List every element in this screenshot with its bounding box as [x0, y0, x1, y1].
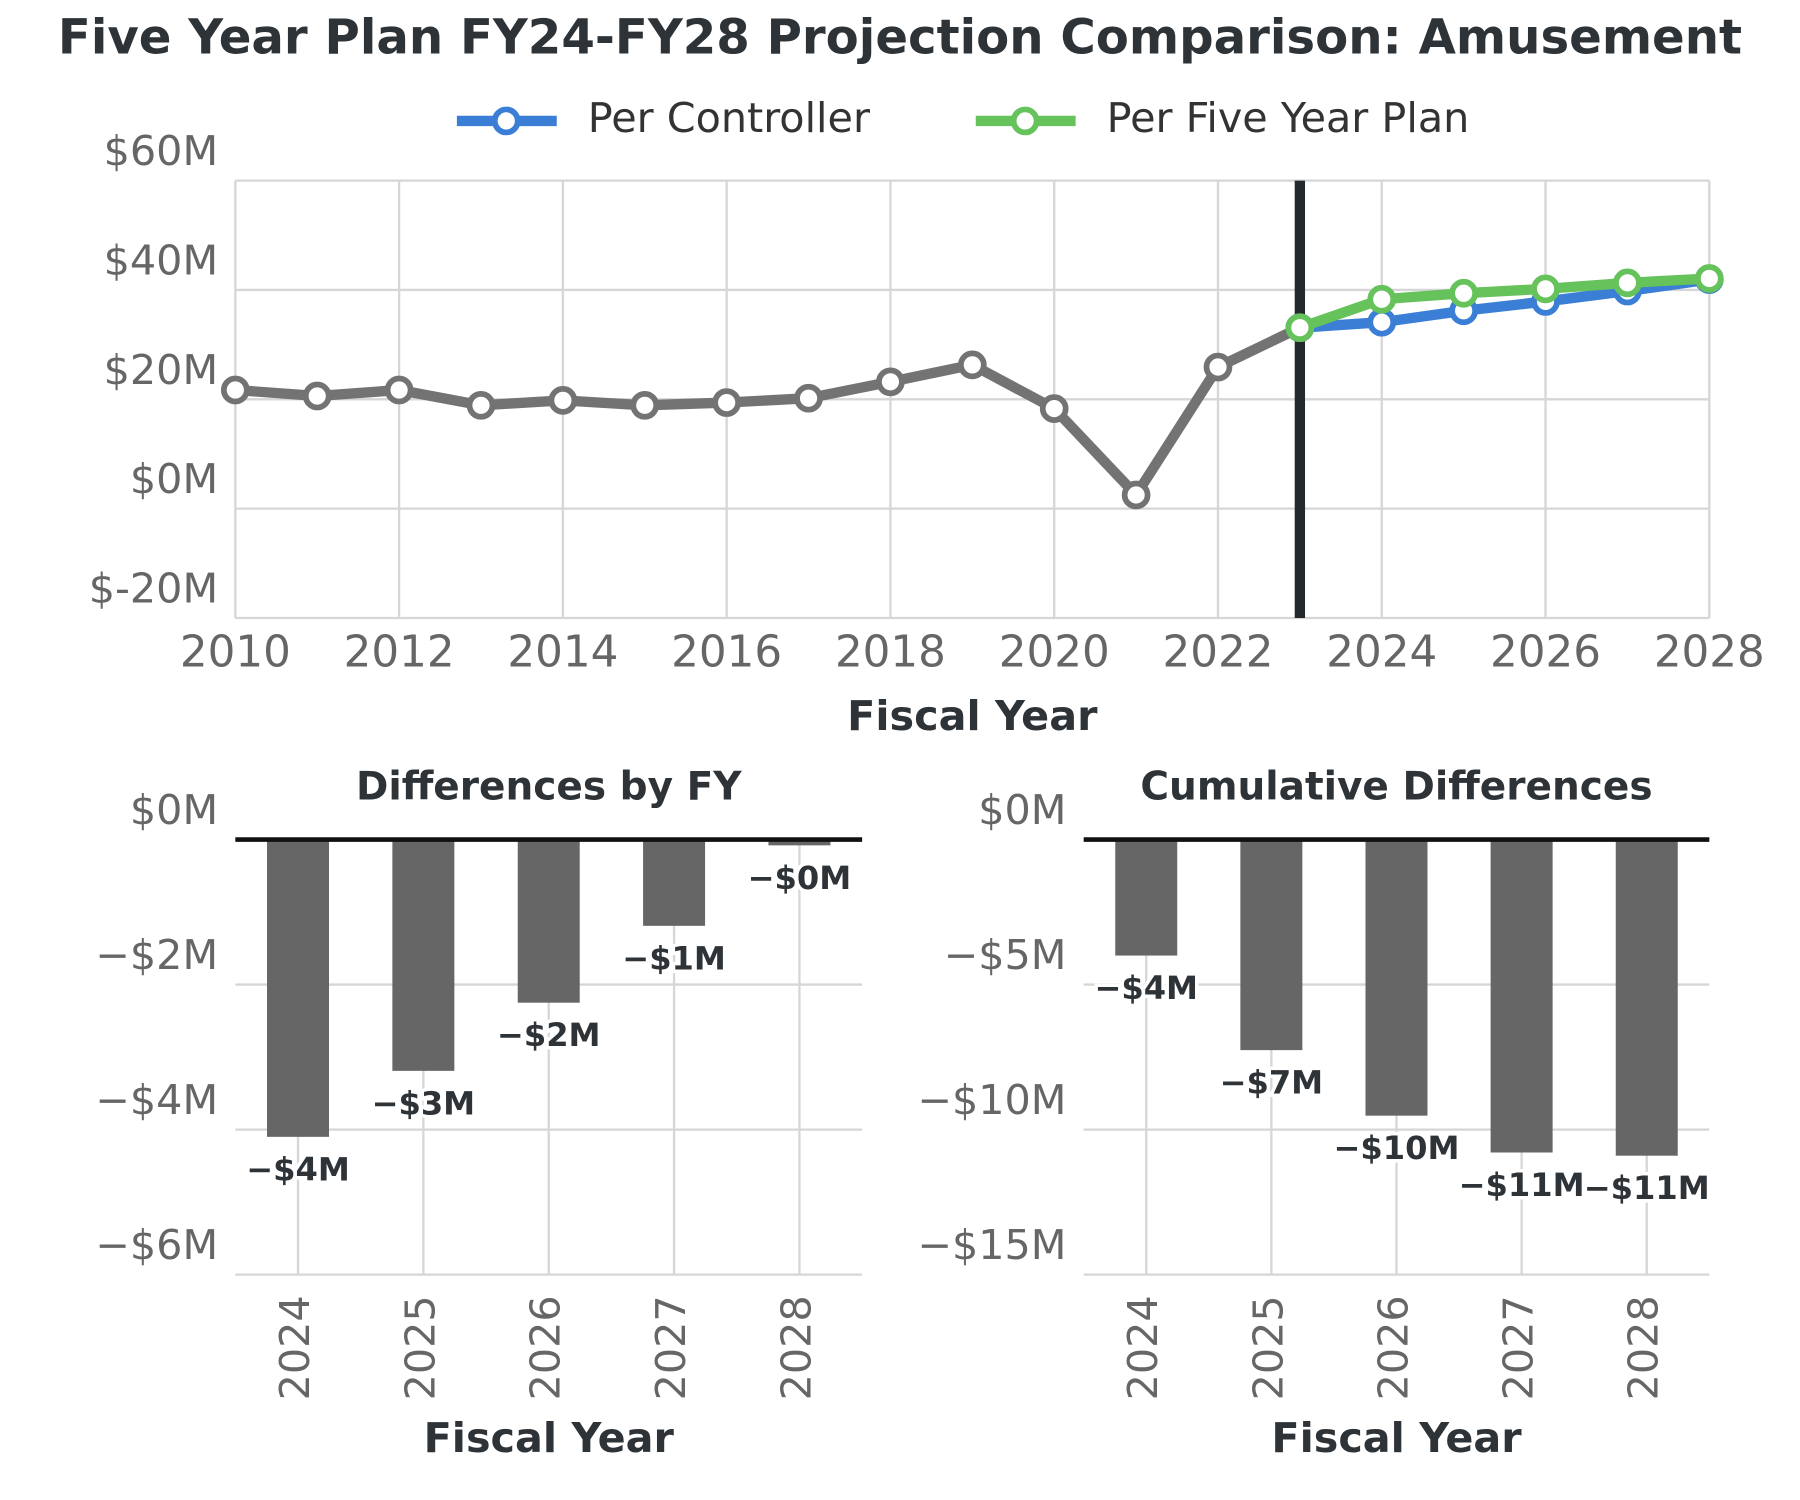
y-tick-label: $0M [130, 786, 218, 834]
x-tick-label: 2020 [999, 628, 1110, 678]
legend-marker [1010, 106, 1040, 136]
figure-title: Five Year Plan FY24-FY28 Projection Comp… [58, 10, 1742, 66]
legend-label: Per Controller [588, 94, 870, 142]
x-tick-label: 2026 [522, 1295, 570, 1400]
point [1613, 268, 1642, 298]
point [1203, 352, 1233, 382]
x-tick-label: 2025 [1244, 1295, 1292, 1400]
bar [643, 839, 706, 926]
point [876, 367, 905, 397]
x-tick-label: 2014 [507, 628, 618, 678]
bar [1615, 839, 1678, 1156]
value-label: −$10M [1334, 1129, 1460, 1167]
bar [267, 839, 330, 1137]
x-tick-label: 2024 [1119, 1295, 1167, 1400]
x-tick-label: 2025 [396, 1295, 444, 1400]
bar [768, 839, 831, 846]
x-tick-label: 2026 [1369, 1295, 1417, 1400]
value-label: −$11M [1459, 1166, 1585, 1204]
value-label: −$11M [1584, 1169, 1710, 1207]
value-label: −$1M [622, 939, 726, 977]
y-tick-label: $-20M [89, 565, 218, 613]
value-label: −$3M [372, 1084, 476, 1122]
legend-marker [491, 106, 521, 136]
x-tick-label: 2018 [835, 628, 946, 678]
series-line [234, 323, 1303, 501]
value-label: −$4M [1094, 969, 1198, 1007]
y-tick-label: −$10M [917, 1076, 1066, 1124]
x-tick-label: 2028 [772, 1295, 820, 1400]
point [794, 383, 823, 413]
point [712, 388, 742, 417]
point [1367, 307, 1397, 337]
point [548, 386, 578, 415]
point [630, 390, 660, 420]
x-axis-title: Fiscal Year [424, 1414, 675, 1462]
y-tick-label: $20M [104, 346, 219, 394]
x-tick-label: 2024 [271, 1295, 319, 1400]
x-tick-label: 2010 [180, 628, 291, 678]
bar [1115, 839, 1178, 956]
x-tick-label: 2027 [1495, 1295, 1543, 1400]
x-tick-label: 2016 [671, 628, 782, 678]
x-axis-title: Fiscal Year [1271, 1414, 1522, 1462]
y-tick-label: $0M [130, 455, 218, 503]
value-label: −$7M [1220, 1064, 1324, 1102]
value-label: −$0M [748, 859, 852, 897]
x-tick-label: 2028 [1654, 628, 1765, 678]
value-label: −$2M [497, 1016, 601, 1054]
point [384, 375, 414, 405]
point [302, 381, 332, 411]
y-tick-label: $60M [104, 127, 219, 175]
y-tick-label: −$5M [944, 931, 1067, 979]
bar [1240, 839, 1303, 1051]
y-tick-label: −$2M [95, 931, 218, 979]
x-tick-label: 2028 [1620, 1295, 1668, 1400]
bar [1490, 839, 1553, 1153]
value-label: −$4M [246, 1150, 350, 1188]
chart-title: Cumulative Differences [1140, 765, 1652, 810]
chart-title: Differences by FY [356, 765, 742, 810]
x-tick-label: 2026 [1490, 628, 1601, 678]
x-tick-label: 2022 [1162, 628, 1273, 678]
x-tick-label: 2024 [1326, 628, 1437, 678]
point [466, 390, 496, 420]
point [1694, 264, 1724, 293]
point [1285, 313, 1315, 343]
point [957, 350, 987, 380]
y-tick-label: −$4M [95, 1076, 218, 1124]
bar [517, 839, 580, 1003]
x-axis-title: Fiscal Year [847, 692, 1098, 740]
point [1121, 480, 1151, 510]
point [1449, 278, 1478, 308]
y-tick-label: $40M [104, 237, 219, 285]
y-tick-label: −$15M [917, 1221, 1066, 1269]
legend-label: Per Five Year Plan [1107, 94, 1470, 142]
point [1531, 274, 1560, 304]
point [1039, 394, 1069, 423]
x-tick-label: 2027 [647, 1295, 695, 1400]
y-tick-label: $0M [978, 786, 1066, 834]
bar [1365, 839, 1428, 1116]
y-tick-label: −$6M [95, 1221, 218, 1269]
x-tick-label: 2012 [344, 628, 455, 678]
bar [392, 839, 455, 1071]
point [220, 375, 250, 405]
point [1367, 284, 1397, 314]
